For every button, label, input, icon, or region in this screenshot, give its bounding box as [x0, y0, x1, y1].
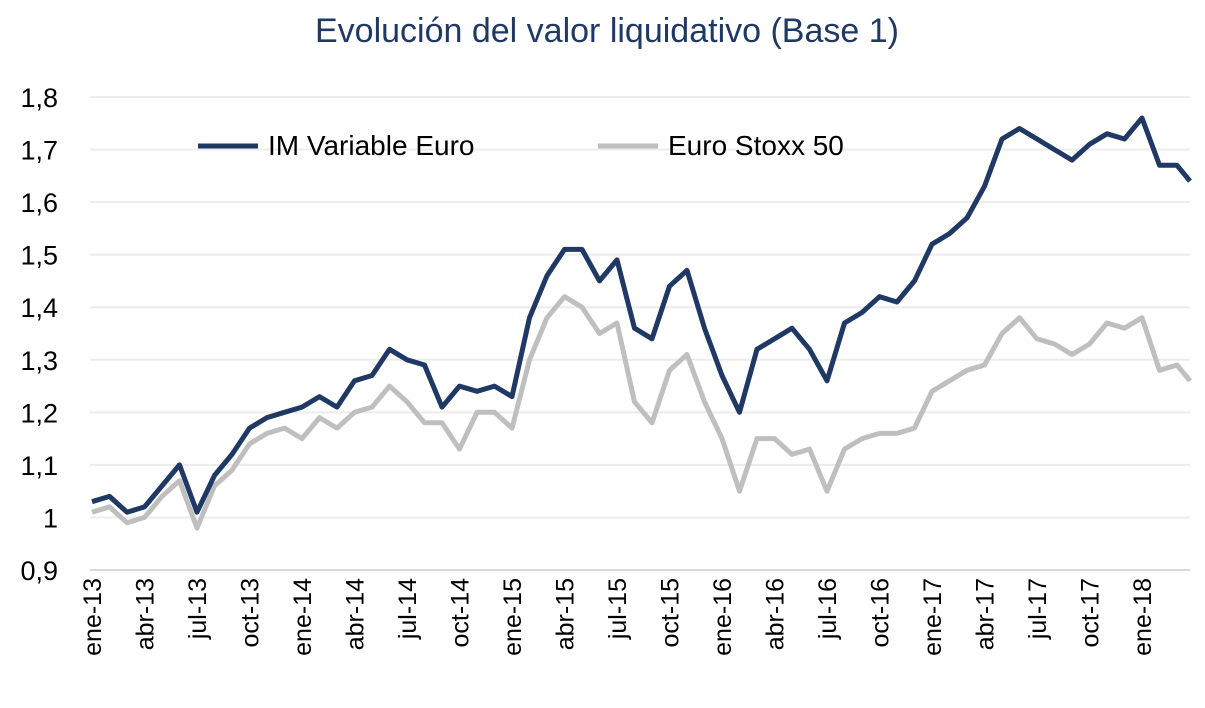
x-tick-label: abr-15: [552, 578, 580, 650]
x-tick-label: jul-16: [814, 578, 842, 640]
x-tick-label: abr-17: [972, 578, 1000, 650]
y-tick-label: 0,9: [20, 556, 58, 586]
y-tick-label: 1: [43, 503, 58, 533]
y-tick-label: 1,1: [20, 451, 58, 481]
x-tick-label: oct-16: [867, 578, 895, 647]
legend-item: Euro Stoxx 50: [598, 130, 844, 161]
x-tick-label: ene-14: [289, 578, 317, 656]
x-tick-label: abr-16: [762, 578, 790, 650]
legend-label: Euro Stoxx 50: [668, 130, 844, 161]
y-tick-label: 1,6: [20, 188, 58, 218]
x-tick-label: jul-13: [184, 578, 212, 640]
series-line-im-variable-euro: [91, 115, 1192, 515]
x-tick-label: oct-14: [447, 578, 475, 648]
x-tick-label: oct-17: [1077, 578, 1105, 647]
x-tick-label: jul-17: [1024, 578, 1052, 640]
x-tick-label: jul-15: [604, 578, 632, 640]
x-tick-label: ene-15: [499, 578, 527, 656]
y-tick-label: 1,3: [20, 346, 58, 376]
chart-title: Evolución del valor liquidativo (Base 1): [315, 12, 899, 50]
y-tick-label: 1,2: [20, 398, 58, 428]
x-tick-label: abr-13: [132, 578, 160, 650]
y-tick-label: 1,4: [20, 293, 58, 323]
x-tick-label: oct-13: [237, 578, 265, 647]
x-tick-label: ene-18: [1129, 578, 1157, 656]
legend-item: IM Variable Euro: [198, 130, 474, 161]
y-tick-label: 1,7: [20, 136, 58, 166]
x-tick-label: oct-15: [657, 578, 685, 647]
series-line-euro-stoxx-50: [91, 294, 1192, 531]
x-tick-label: jul-14: [394, 578, 422, 640]
y-tick-label: 1,8: [20, 83, 58, 113]
x-tick-label: ene-17: [919, 578, 947, 656]
x-tick-label: ene-16: [709, 578, 737, 656]
y-tick-label: 1,5: [20, 241, 58, 271]
legend-label: IM Variable Euro: [268, 130, 474, 161]
x-tick-label: abr-14: [342, 578, 370, 650]
x-tick-label: ene-13: [79, 578, 107, 656]
